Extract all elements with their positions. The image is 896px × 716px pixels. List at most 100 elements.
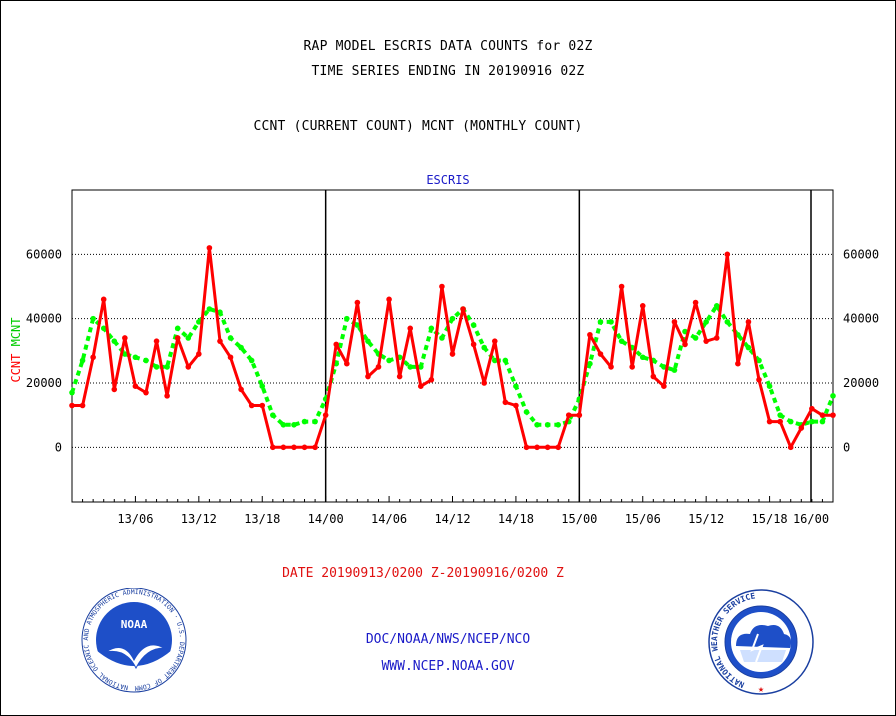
mcnt-series-point: [819, 418, 826, 425]
ccnt-series-point: [671, 319, 678, 325]
chart-title-line-2: TIME SERIES ENDING IN 20190916 02Z: [311, 64, 585, 79]
ccnt-series-point: [565, 412, 572, 418]
ccnt-series-point: [185, 364, 192, 370]
mcnt-series-point: [407, 364, 414, 370]
ccnt-series-point: [798, 425, 805, 431]
mcnt-series-point: [449, 315, 456, 322]
chart-subtitle: CCNT (CURRENT COUNT) MCNT (MONTHLY COUNT…: [253, 119, 583, 134]
mcnt-series-point: [100, 325, 107, 332]
ccnt-series-line: [72, 246, 833, 449]
ccnt-series-point: [608, 364, 614, 370]
date-range-label: DATE 20190913/0200 Z-20190916/0200 Z: [282, 566, 564, 581]
ccnt-series-point: [344, 360, 350, 367]
mcnt-series-point: [787, 418, 794, 425]
mcnt-series-point: [439, 335, 445, 341]
ccnt-series-point: [428, 376, 435, 383]
ccnt-series-point: [470, 341, 477, 348]
ccnt-series-point: [227, 354, 234, 361]
x-tick-label: 13/18: [244, 512, 280, 526]
ccnt-series-point: [333, 341, 340, 348]
y-axis-label: CCNT MCNT: [9, 317, 23, 382]
mcnt-series-point: [132, 354, 139, 361]
ccnt-series-point: [248, 402, 255, 409]
mcnt-series-point: [544, 422, 551, 428]
chart-title-line-1: RAP MODEL ESCRIS DATA COUNTS for 02Z: [303, 39, 593, 54]
axis-layer: 0 0 20000 20000 40000 40000 60000 60000 13/06 13/…: [26, 247, 879, 526]
mcnt-series-point: [280, 422, 287, 428]
ccnt-series-point: [639, 302, 646, 309]
ccnt-series-point: [122, 335, 128, 341]
mcnt-series-point: [206, 306, 213, 312]
ccnt-series-point: [523, 444, 530, 451]
ccnt-series-point: [386, 296, 392, 303]
x-tick-label: 15/18: [752, 512, 788, 526]
y-tick-label-left: 0: [55, 440, 62, 454]
mcnt-series-point: [174, 325, 181, 332]
mcnt-series-point: [185, 335, 192, 341]
mcnt-series-point: [217, 309, 223, 316]
mcnt-series-point: [354, 322, 361, 328]
escris-line-chart: ESCRIS 0 0 20000 20000 40000 40000 60000 60000 1…: [9, 173, 879, 526]
ccnt-series-point: [259, 402, 266, 409]
mcnt-series-point: [766, 383, 773, 390]
grid-layer: [72, 253, 833, 448]
mcnt-series-point: [608, 319, 614, 325]
mcnt-series-point: [587, 360, 593, 367]
ccnt-series-point: [206, 245, 213, 251]
ccnt-series-point: [407, 325, 414, 332]
ccnt-series-point: [703, 338, 709, 344]
x-tick-label: 13/06: [117, 512, 153, 526]
mcnt-series-point: [661, 364, 667, 370]
ccnt-series-point: [153, 338, 160, 344]
ccnt-series-point: [312, 444, 318, 451]
ccnt-series-point: [164, 393, 170, 399]
mcnt-series-point: [153, 364, 160, 370]
mcnt-series-point: [312, 418, 318, 425]
mcnt-series-point: [534, 422, 540, 428]
mcnt-series-point: [90, 315, 96, 322]
mcnt-series-point: [756, 357, 762, 364]
mcnt-series-point: [365, 338, 371, 344]
website-text: WWW.NCEP.NOAA.GOV: [381, 659, 515, 674]
ccnt-series-point: [491, 338, 498, 344]
ccnt-series-point: [396, 373, 403, 380]
org-path-text: DOC/NOAA/NWS/NCEP/NCO: [365, 632, 531, 647]
ccnt-series-point: [69, 402, 75, 409]
mcnt-series-point: [69, 389, 75, 396]
ccnt-series-point: [375, 364, 382, 370]
mcnt-series-point: [809, 418, 815, 425]
mcnt-series-point: [470, 322, 477, 328]
panel-title: ESCRIS: [426, 173, 469, 187]
mcnt-series-point: [639, 354, 646, 361]
y-axis-label-ccnt: CCNT: [9, 354, 23, 383]
mcnt-series-point: [523, 409, 530, 415]
ccnt-series-point: [301, 444, 308, 451]
nws-star-icon: ★: [758, 684, 764, 695]
ccnt-series-point: [735, 360, 741, 367]
mcnt-series-point: [555, 422, 561, 428]
ccnt-series-point: [449, 351, 456, 357]
y-tick-label-right: 60000: [843, 247, 879, 261]
ccnt-series-point: [618, 283, 625, 290]
ccnt-series-point: [291, 444, 297, 451]
mcnt-series-point: [724, 319, 731, 325]
ccnt-series-point: [111, 386, 118, 393]
mcnt-series-point: [703, 319, 709, 325]
x-tick-label: 14/18: [498, 512, 534, 526]
mcnt-series-point: [248, 357, 255, 364]
mcnt-series-point: [597, 319, 604, 325]
ccnt-series-point: [544, 444, 551, 451]
ccnt-series-point: [587, 331, 593, 338]
ccnt-series-point: [555, 444, 561, 451]
ccnt-series-point: [819, 412, 826, 418]
y-axis-label-mcnt: MCNT: [9, 317, 23, 346]
ccnt-series-point: [661, 383, 667, 390]
ccnt-series-point: [439, 283, 445, 290]
x-tick-label: 13/12: [181, 512, 217, 526]
ccnt-series-point: [196, 351, 202, 357]
y-tick-label-left: 20000: [26, 376, 62, 390]
mcnt-series-point: [143, 357, 149, 364]
ccnt-series-point: [809, 405, 815, 412]
ccnt-series-point: [766, 418, 773, 425]
mcnt-series-point: [301, 418, 308, 425]
